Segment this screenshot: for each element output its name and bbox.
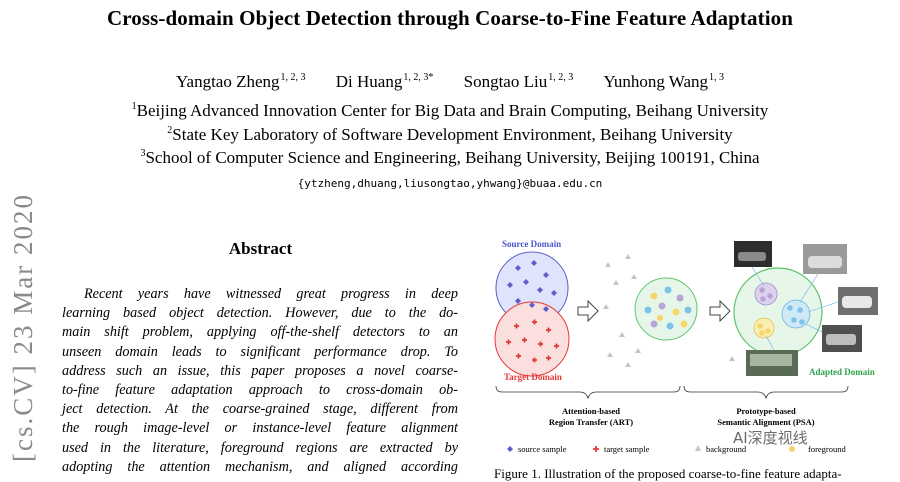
legend-foreground: foreground [808,444,847,454]
author: Di Huang1, 2, 3* [335,72,434,91]
author-list: Yangtao Zheng1, 2, 3 Di Huang1, 2, 3* So… [0,72,900,92]
target-samples [506,319,559,363]
abstract-line: learning based object detection. However… [62,305,458,322]
affiliation-1: 1Beijing Advanced Innovation Center for … [131,101,769,120]
legend-source-sample: source sample [518,444,567,454]
art-brace [495,385,681,400]
art-label-line2: Region Transfer (ART) [549,417,633,427]
source-samples [507,260,557,312]
author: Songtao Liu1, 2, 3 [463,72,574,91]
psa-label-line2: Semantic Alignment (PSA) [717,417,814,427]
psa-label-line1: Prototype-based [736,406,796,416]
abstract-line: unseen domain leads to significant perfo… [62,343,458,360]
author: Yunhong Wang1, 3 [603,72,725,91]
foreground-samples-mixed [644,286,692,330]
abstract-line: adopting the attention mechanism, and al… [62,458,458,475]
arxiv-stamp: [cs.CV] 23 Mar 2020 [8,193,38,462]
arrow-icon [709,299,731,323]
foreground-legend-icon [789,446,795,452]
abstract-line: main shift problem, applying off-the-she… [62,324,458,341]
abstract-line: ject detection. At the coarse-grained st… [62,401,458,418]
figure-illustration: Source Domain Target Domain [494,239,878,454]
figure-1: Source Domain Target Domain [488,232,900,481]
source-sample-legend-icon [507,446,513,452]
art-label-line1: Attention-based [562,406,620,416]
psa-brace [683,385,849,400]
abstract-line: used in the literature, foreground regio… [62,439,458,456]
watermark: AI深度视线 [733,429,808,447]
abstract-line: Recent years have witnessed great progre… [84,286,458,302]
background-legend-icon [695,445,701,451]
abstract-body: Recent years have witnessed great progre… [62,285,458,477]
source-domain-label: Source Domain [502,239,561,249]
legend-background: background [706,444,747,454]
figure-caption: Figure 1. Illustration of the proposed c… [494,466,842,481]
cluster-purple [754,282,778,306]
example-image-thumbnails [734,241,878,376]
arrow-icon [577,299,599,323]
target-domain-label: Target Domain [504,372,562,382]
target-sample-legend-icon [593,446,599,452]
abstract-heading: Abstract [228,239,293,258]
abstract-line: address such an issue, this paper propos… [62,362,458,379]
author: Yangtao Zheng1, 2, 3 [175,72,306,91]
adapted-domain-label: Adapted Domain [809,367,875,377]
abstract-line: to-fine feature adaptation approach to c… [62,382,458,399]
affiliation-3: 3School of Computer Science and Engineer… [140,148,760,167]
cluster-yellow [753,317,775,339]
abstract-line: the rough image-level or instance-level … [62,420,458,437]
legend-target-sample: target sample [604,444,650,454]
target-domain-circle [494,301,570,377]
affiliation-2: 2State Key Laboratory of Software Develo… [167,125,733,144]
author-emails: {ytzheng,dhuang,liusongtao,yhwang}@buaa.… [297,177,603,190]
cluster-blue [781,299,811,329]
paper-title: Cross-domain Object Detection through Co… [106,6,794,30]
